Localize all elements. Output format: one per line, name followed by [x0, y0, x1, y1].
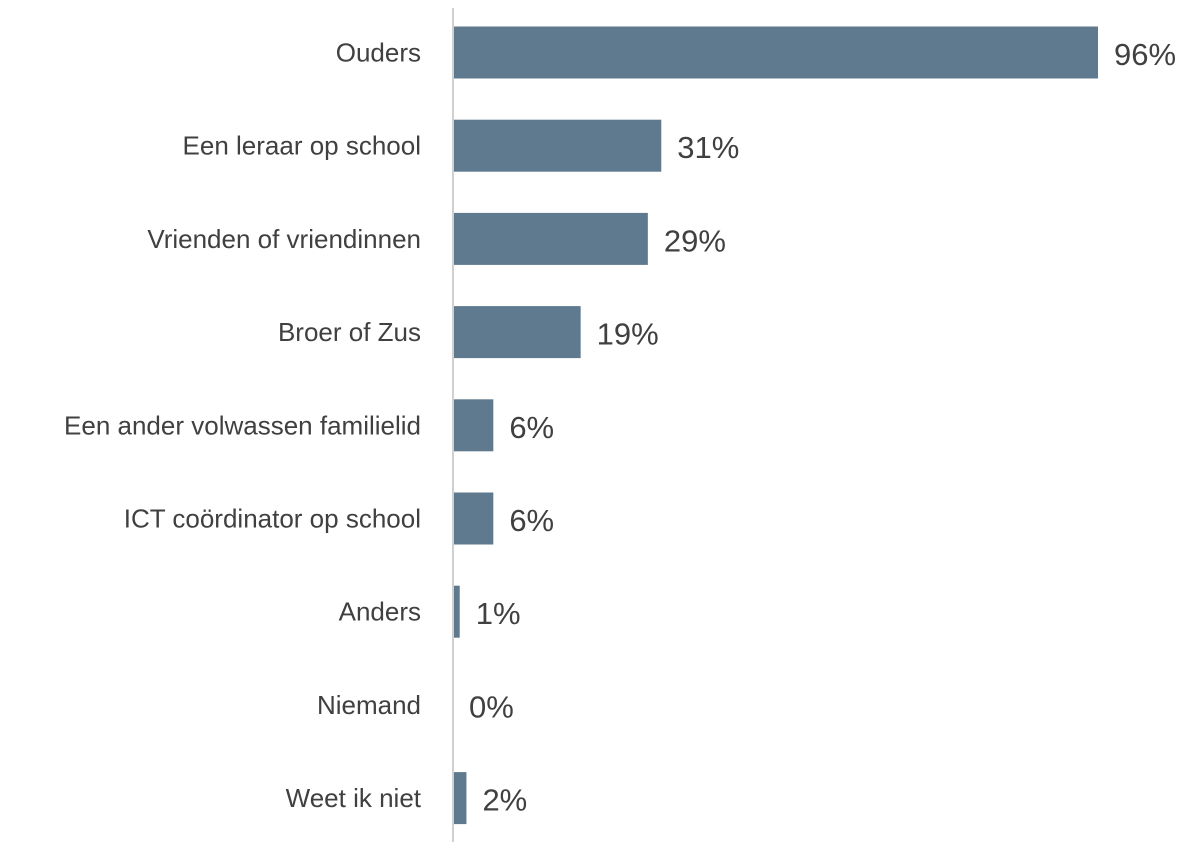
data-label: 31% — [677, 130, 739, 165]
data-label: 19% — [597, 317, 659, 352]
value-labels-layer: 96% 31% 29% 19% 6% 6% 1% 0% 2% — [469, 37, 1176, 818]
category-labels-layer: Ouders Een leraar op school Vrienden of vr… — [64, 38, 422, 814]
data-label: 96% — [1114, 37, 1176, 72]
category-label: Ouders — [336, 38, 421, 68]
bars-layer — [453, 26, 1098, 825]
bar — [453, 772, 467, 825]
category-label: Niemand — [317, 690, 421, 720]
data-label: 29% — [664, 223, 726, 258]
category-label: Vrienden of vriendinnen — [147, 224, 421, 254]
category-label: Broer of Zus — [278, 317, 421, 347]
category-label: Een leraar op school — [183, 131, 421, 161]
bar — [453, 26, 1098, 79]
category-label: ICT coördinator op school — [124, 504, 421, 534]
data-label: 6% — [509, 410, 554, 445]
data-label: 0% — [469, 689, 514, 724]
bar — [453, 119, 662, 172]
category-label: Weet ik niet — [286, 783, 422, 813]
bar — [453, 306, 581, 359]
data-label: 6% — [509, 503, 554, 538]
bar — [453, 492, 494, 545]
data-label: 2% — [482, 783, 527, 818]
bar — [453, 212, 648, 265]
bar — [453, 399, 494, 452]
data-label: 1% — [476, 596, 521, 631]
category-label: Anders — [339, 597, 421, 627]
category-label: Een ander volwassen familielid — [64, 410, 421, 440]
bar — [453, 585, 460, 638]
